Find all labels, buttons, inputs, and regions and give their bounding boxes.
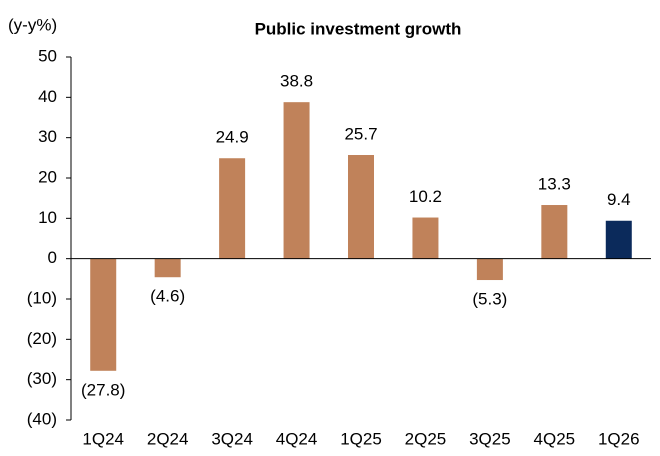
y-tick-label: (10) — [27, 288, 57, 307]
bar — [154, 258, 181, 278]
y-tick-label: 20 — [38, 167, 57, 186]
x-tick-label: 4Q24 — [276, 429, 318, 448]
bar — [541, 205, 568, 259]
bar — [90, 258, 117, 371]
x-tick-label: 3Q25 — [469, 429, 511, 448]
y-tick-label: (30) — [27, 369, 57, 388]
bar — [283, 102, 310, 259]
value-label: 38.8 — [280, 72, 313, 91]
bar — [348, 155, 374, 259]
value-label: (5.3) — [472, 290, 507, 309]
y-tick-label: 30 — [38, 127, 57, 146]
bar — [605, 220, 632, 259]
chart-title: Public investment growth — [255, 19, 462, 38]
y-tick-label: 40 — [38, 87, 57, 106]
y-tick-label: (40) — [27, 409, 57, 428]
x-tick-label: 2Q25 — [405, 429, 447, 448]
y-tick-label: (20) — [27, 329, 57, 348]
value-label: (27.8) — [81, 380, 125, 399]
x-tick-label: 1Q24 — [82, 429, 124, 448]
x-tick-label: 3Q24 — [211, 429, 253, 448]
x-tick-label: 1Q26 — [598, 429, 640, 448]
value-label: 24.9 — [216, 128, 249, 147]
value-label: 13.3 — [538, 175, 571, 194]
y-tick-label: 10 — [38, 208, 57, 227]
value-label: 9.4 — [607, 190, 631, 209]
bar — [412, 217, 439, 259]
x-tick-label: 2Q24 — [147, 429, 189, 448]
x-tick-label: 4Q25 — [534, 429, 576, 448]
y-tick-label: 50 — [38, 46, 57, 65]
bar — [219, 158, 246, 259]
value-label: 25.7 — [344, 124, 377, 143]
value-label: (4.6) — [150, 287, 185, 306]
y-axis-label: (y-y%) — [8, 15, 57, 34]
value-label: 10.2 — [409, 187, 442, 206]
x-tick-label: 1Q25 — [340, 429, 382, 448]
y-tick-label: 0 — [48, 248, 57, 267]
bar — [476, 258, 503, 281]
